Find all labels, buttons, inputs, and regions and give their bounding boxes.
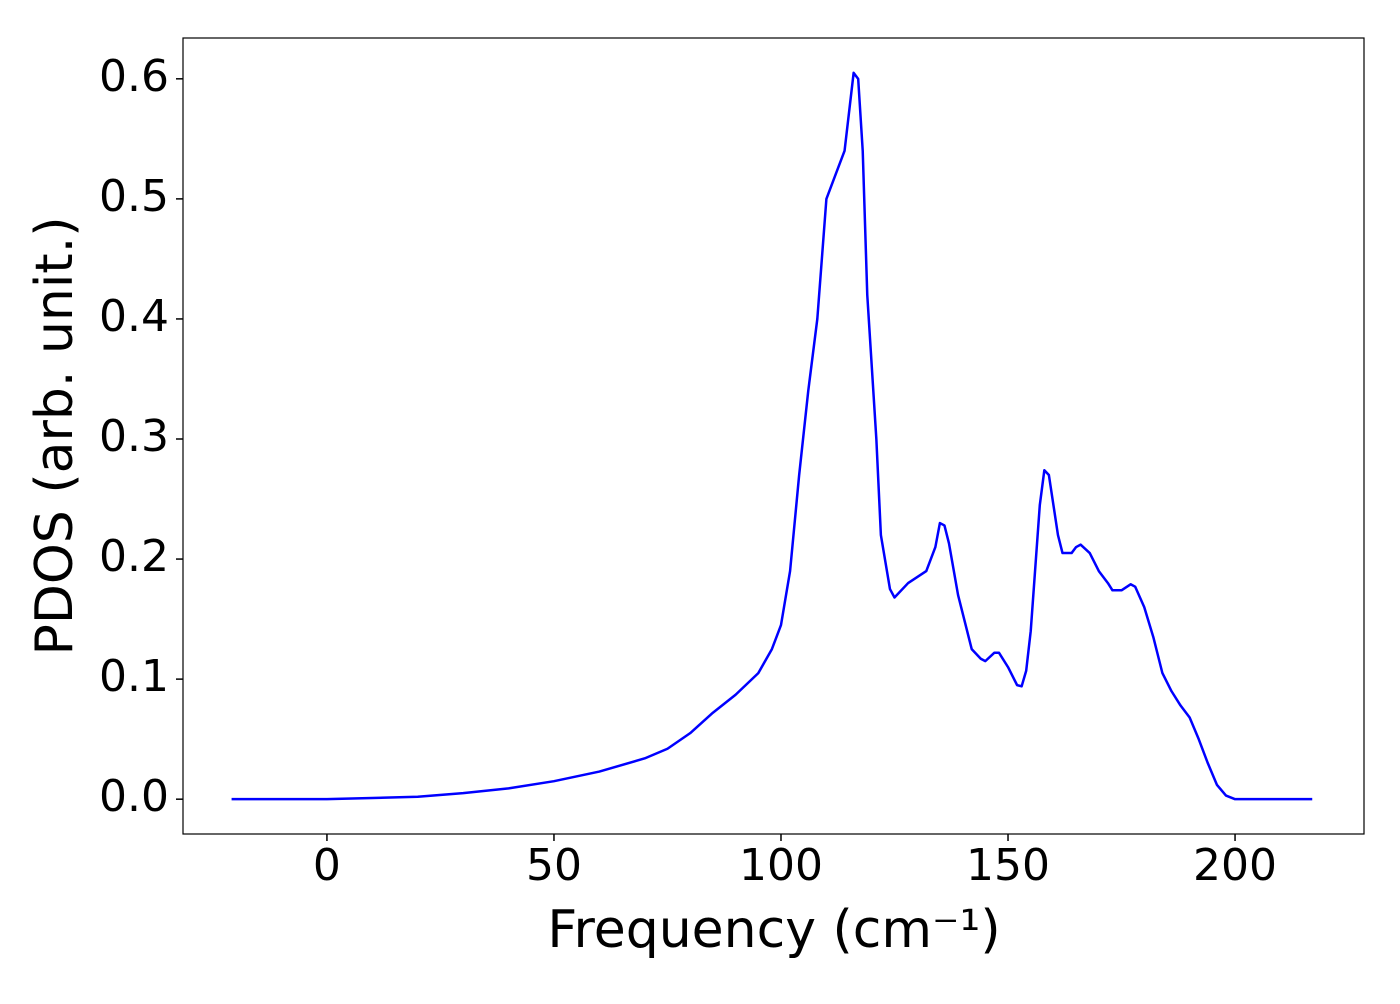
y-tick-label: 0.6 xyxy=(99,51,169,102)
y-tick-label: 0.4 xyxy=(99,291,169,342)
y-tick-label: 0.1 xyxy=(99,651,169,702)
y-tick-label: 0.3 xyxy=(99,411,169,462)
x-tick-label: 200 xyxy=(1193,840,1277,891)
x-tick-label: 100 xyxy=(739,840,823,891)
y-tick-label: 0.0 xyxy=(99,771,169,822)
y-tick-label: 0.5 xyxy=(99,171,169,222)
plot-frame xyxy=(182,37,1365,835)
y-axis-label: PDOS (arb. unit.) xyxy=(25,216,85,655)
x-tick-label: 0 xyxy=(313,840,341,891)
x-axis-label: Frequency (cm⁻¹) xyxy=(547,900,1000,960)
y-tick-label: 0.2 xyxy=(99,531,169,582)
line-series xyxy=(231,71,1313,801)
x-tick-label: 150 xyxy=(966,840,1050,891)
x-tick-label: 50 xyxy=(526,840,582,891)
